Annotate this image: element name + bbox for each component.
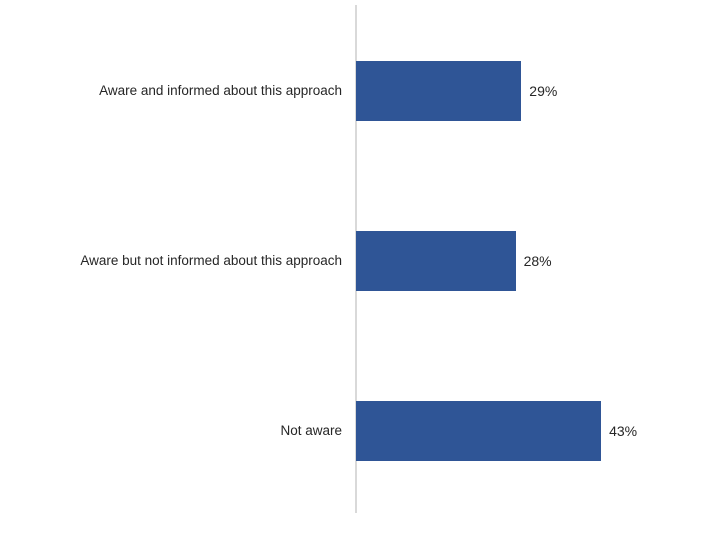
bar — [356, 61, 522, 121]
value-label: 28% — [523, 253, 552, 269]
category-label: Aware and informed about this approach — [99, 82, 342, 98]
value-label: 29% — [529, 83, 558, 99]
bar-area: 43% — [356, 346, 637, 516]
bar — [356, 401, 602, 461]
category-label: Aware but not informed about this approa… — [80, 252, 342, 268]
bar-area: 29% — [356, 6, 557, 176]
value-label: 43% — [609, 423, 638, 439]
chart-row: Aware and informed about this approach 29… — [0, 6, 720, 176]
bar-area: 28% — [356, 176, 552, 346]
chart-rows: Aware and informed about this approach 29… — [0, 6, 720, 516]
category-label: Not aware — [280, 422, 342, 438]
bar — [356, 231, 516, 291]
chart-row: Not aware 43% — [0, 346, 720, 516]
chart-row: Aware but not informed about this approa… — [0, 176, 720, 346]
